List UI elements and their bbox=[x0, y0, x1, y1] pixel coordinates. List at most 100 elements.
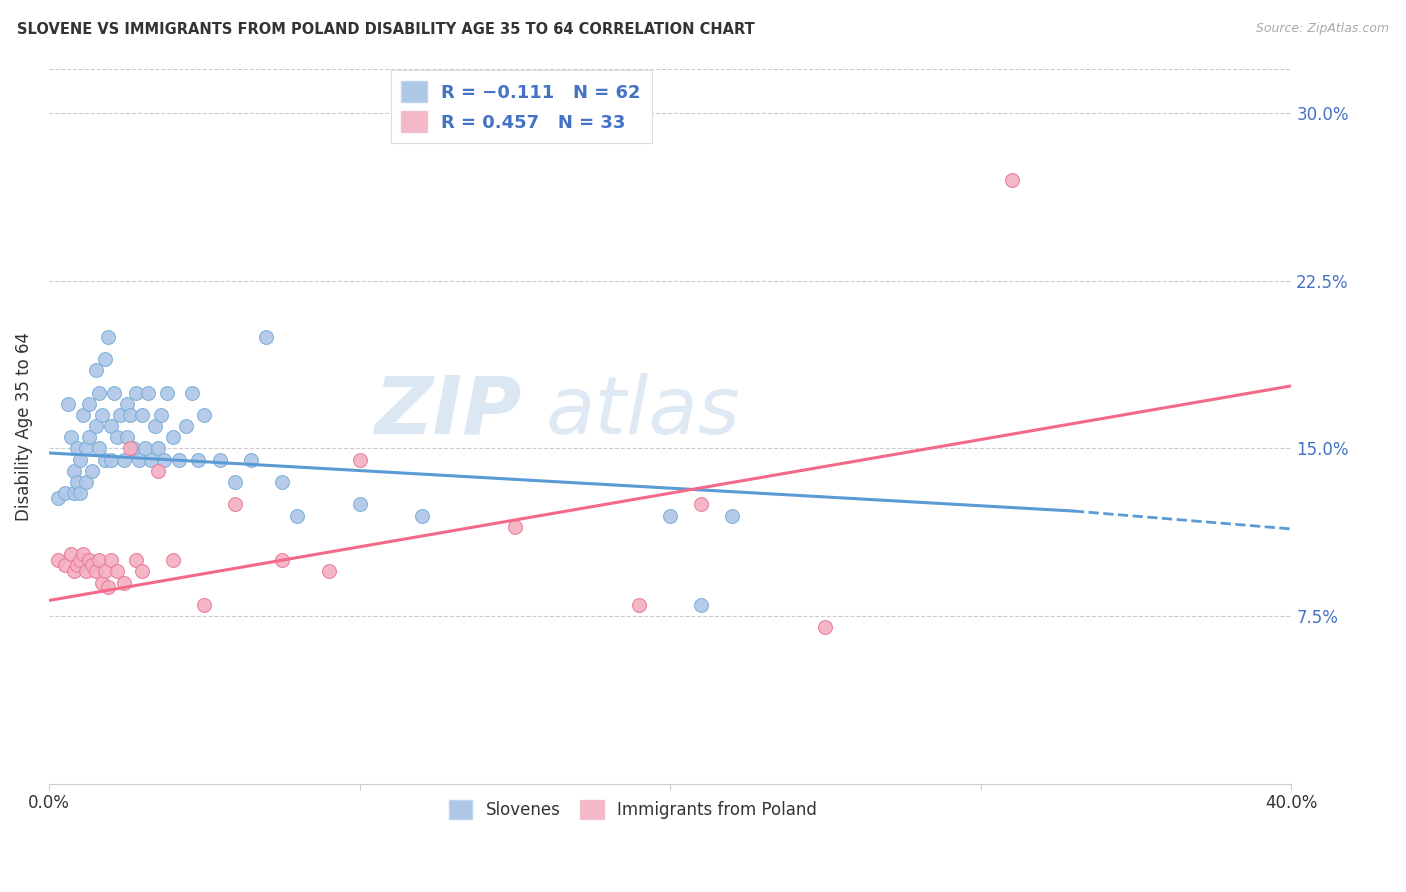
Point bbox=[143, 419, 166, 434]
Point bbox=[90, 408, 112, 422]
Point bbox=[814, 620, 837, 634]
Point bbox=[146, 442, 169, 456]
Point bbox=[105, 430, 128, 444]
Point bbox=[628, 598, 651, 612]
Y-axis label: Disability Age 35 to 64: Disability Age 35 to 64 bbox=[15, 332, 32, 521]
Point bbox=[153, 452, 176, 467]
Point bbox=[1001, 173, 1024, 187]
Point bbox=[131, 565, 153, 579]
Point bbox=[174, 419, 197, 434]
Point bbox=[63, 464, 86, 478]
Point bbox=[79, 397, 101, 411]
Point bbox=[503, 519, 526, 533]
Point bbox=[208, 452, 231, 467]
Point bbox=[84, 419, 107, 434]
Point bbox=[87, 553, 110, 567]
Point bbox=[75, 442, 97, 456]
Point bbox=[721, 508, 744, 523]
Point bbox=[79, 430, 101, 444]
Point bbox=[141, 452, 163, 467]
Text: SLOVENE VS IMMIGRANTS FROM POLAND DISABILITY AGE 35 TO 64 CORRELATION CHART: SLOVENE VS IMMIGRANTS FROM POLAND DISABI… bbox=[17, 22, 755, 37]
Point bbox=[134, 442, 156, 456]
Point bbox=[94, 452, 117, 467]
Point bbox=[131, 408, 153, 422]
Point bbox=[66, 442, 89, 456]
Point bbox=[110, 408, 132, 422]
Point bbox=[46, 553, 69, 567]
Point bbox=[121, 442, 143, 456]
Point bbox=[224, 497, 246, 511]
Text: atlas: atlas bbox=[546, 373, 741, 450]
Point bbox=[193, 408, 215, 422]
Point bbox=[118, 408, 141, 422]
Point bbox=[82, 464, 104, 478]
Point bbox=[82, 558, 104, 572]
Point bbox=[115, 430, 138, 444]
Point bbox=[118, 442, 141, 456]
Point bbox=[87, 385, 110, 400]
Point bbox=[94, 352, 117, 367]
Point bbox=[79, 553, 101, 567]
Point bbox=[254, 329, 277, 343]
Point bbox=[90, 575, 112, 590]
Point bbox=[100, 419, 122, 434]
Point bbox=[53, 558, 76, 572]
Point bbox=[84, 363, 107, 377]
Point bbox=[59, 547, 82, 561]
Point bbox=[349, 452, 371, 467]
Point bbox=[239, 452, 262, 467]
Point bbox=[115, 397, 138, 411]
Point bbox=[105, 565, 128, 579]
Point bbox=[66, 475, 89, 489]
Point bbox=[690, 598, 713, 612]
Point bbox=[53, 486, 76, 500]
Point bbox=[169, 452, 191, 467]
Point bbox=[193, 598, 215, 612]
Point bbox=[690, 497, 713, 511]
Point bbox=[75, 565, 97, 579]
Point bbox=[112, 452, 135, 467]
Point bbox=[349, 497, 371, 511]
Point bbox=[69, 486, 91, 500]
Point bbox=[66, 558, 89, 572]
Point bbox=[138, 385, 160, 400]
Point bbox=[84, 565, 107, 579]
Point bbox=[411, 508, 433, 523]
Point bbox=[180, 385, 202, 400]
Point bbox=[46, 491, 69, 505]
Point bbox=[128, 452, 150, 467]
Point bbox=[97, 580, 120, 594]
Point bbox=[271, 475, 294, 489]
Point bbox=[224, 475, 246, 489]
Point bbox=[63, 565, 86, 579]
Point bbox=[187, 452, 209, 467]
Point bbox=[100, 553, 122, 567]
Text: ZIP: ZIP bbox=[374, 373, 522, 450]
Legend: Slovenes, Immigrants from Poland: Slovenes, Immigrants from Poland bbox=[441, 793, 824, 825]
Point bbox=[103, 385, 125, 400]
Point bbox=[659, 508, 682, 523]
Point bbox=[75, 475, 97, 489]
Point bbox=[94, 565, 117, 579]
Point bbox=[149, 408, 172, 422]
Point bbox=[69, 553, 91, 567]
Point bbox=[125, 385, 148, 400]
Point bbox=[125, 553, 148, 567]
Point bbox=[100, 452, 122, 467]
Point bbox=[162, 430, 184, 444]
Point bbox=[72, 408, 94, 422]
Text: Source: ZipAtlas.com: Source: ZipAtlas.com bbox=[1256, 22, 1389, 36]
Point bbox=[156, 385, 179, 400]
Point bbox=[146, 464, 169, 478]
Point bbox=[87, 442, 110, 456]
Point bbox=[287, 508, 309, 523]
Point bbox=[162, 553, 184, 567]
Point bbox=[318, 565, 340, 579]
Point bbox=[63, 486, 86, 500]
Point bbox=[72, 547, 94, 561]
Point bbox=[112, 575, 135, 590]
Point bbox=[56, 397, 79, 411]
Point bbox=[59, 430, 82, 444]
Point bbox=[97, 329, 120, 343]
Point bbox=[69, 452, 91, 467]
